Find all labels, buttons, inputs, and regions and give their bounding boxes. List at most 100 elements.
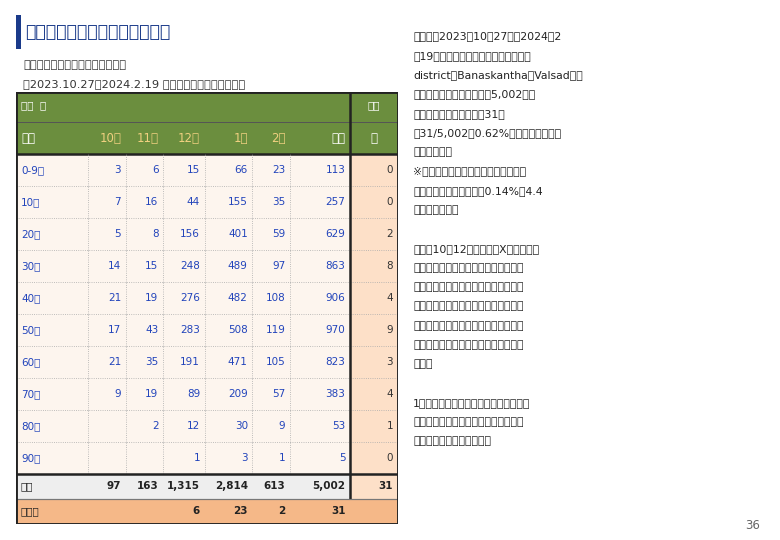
Bar [16, 499, 398, 524]
Text: 5: 5 [339, 453, 346, 463]
Text: 4: 4 [387, 389, 393, 399]
Text: 970: 970 [326, 325, 346, 335]
Text: 97: 97 [107, 481, 121, 491]
Text: 70代: 70代 [21, 389, 41, 399]
Bar [16, 314, 350, 346]
Bar [350, 314, 398, 346]
Bar [350, 442, 398, 474]
Text: 863: 863 [325, 261, 346, 271]
Bar [16, 250, 350, 282]
Text: ※この発見率はインドの結核有病率調: ※この発見率はインドの結核有病率調 [413, 166, 526, 177]
Text: 3: 3 [387, 357, 393, 367]
Text: 89: 89 [186, 389, 200, 399]
Bar [16, 346, 350, 378]
Text: 12月: 12月 [178, 132, 200, 145]
Bar [16, 218, 350, 250]
Bar [16, 92, 398, 122]
Text: らの抵抗が強く（結核と診断されたく: らの抵抗が強く（結核と診断されたく [413, 301, 523, 312]
Text: 倍に相当する。: 倍に相当する。 [413, 205, 459, 215]
Bar [16, 474, 350, 499]
Bar [16, 410, 350, 442]
Text: 19: 19 [145, 389, 158, 399]
Text: 2月: 2月 [271, 132, 285, 145]
Text: 19: 19 [145, 293, 158, 303]
Text: 1: 1 [387, 421, 393, 431]
Text: 383: 383 [325, 389, 346, 399]
Text: 数: 数 [370, 132, 378, 145]
Text: 5: 5 [115, 230, 121, 239]
Text: 108: 108 [265, 293, 285, 303]
Text: 1,315: 1,315 [167, 481, 200, 491]
Text: 9: 9 [387, 325, 393, 335]
Bar [16, 122, 398, 154]
Text: 17: 17 [108, 325, 121, 335]
Bar [350, 346, 398, 378]
Bar [350, 282, 398, 314]
Text: 508: 508 [228, 325, 248, 335]
Text: 156: 156 [180, 230, 200, 239]
Text: のみ喀痰採集を行ったが、受験者側か: のみ喀痰採集を行ったが、受験者側か [413, 282, 523, 292]
Text: 検診を実施した。結果、31名: 検診を実施した。結果、31名 [413, 109, 505, 119]
Text: 2: 2 [152, 421, 158, 431]
Text: 471: 471 [228, 357, 248, 367]
Text: 4: 4 [387, 293, 393, 303]
Text: 年代別／月ごとの検診者数一覧表: 年代別／月ごとの検診者数一覧表 [23, 60, 126, 70]
Text: ない）喀痰採取できないケースが相次: ない）喀痰採取できないケースが相次 [413, 321, 523, 331]
Text: 823: 823 [325, 357, 346, 367]
Bar [350, 474, 398, 499]
Text: 97: 97 [272, 261, 285, 271]
Text: district（BanaskanthaとValsad）に: district（BanaskanthaとValsad）に [413, 70, 583, 80]
Text: 57: 57 [272, 389, 285, 399]
Text: 16: 16 [145, 197, 158, 207]
Text: 人数  月: 人数 月 [21, 100, 47, 110]
Text: 2: 2 [278, 507, 285, 516]
Text: 629: 629 [325, 230, 346, 239]
Text: を診断した。: を診断した。 [413, 147, 452, 157]
Text: 43: 43 [145, 325, 158, 335]
Text: 35: 35 [145, 357, 158, 367]
Text: 5,002: 5,002 [313, 481, 346, 491]
Text: 0: 0 [387, 197, 393, 207]
Text: 613: 613 [264, 481, 285, 491]
Text: 44: 44 [186, 197, 200, 207]
Bar [16, 378, 350, 410]
Text: 36: 36 [746, 519, 760, 532]
Bar [350, 410, 398, 442]
Text: 105: 105 [265, 357, 285, 367]
Text: 59: 59 [272, 230, 285, 239]
Text: 21: 21 [108, 357, 121, 367]
Text: 11月: 11月 [136, 132, 158, 145]
Text: 全員から喀痰採取したため、陽性者数: 全員から喀痰採取したため、陽性者数 [413, 417, 523, 427]
Text: 40代: 40代 [21, 293, 41, 303]
Text: なお、10〜12月までは、X線画像読影: なお、10〜12月までは、X線画像読影 [413, 244, 539, 254]
Text: 31: 31 [379, 481, 393, 491]
Text: 今回事業で得られた検診データ: 今回事業で得られた検診データ [25, 23, 170, 40]
Text: 50代: 50代 [21, 325, 41, 335]
Bar [16, 154, 350, 186]
Text: 14: 14 [108, 261, 121, 271]
Text: 9: 9 [115, 389, 121, 399]
Text: 1: 1 [278, 453, 285, 463]
Text: 489: 489 [228, 261, 248, 271]
Text: 113: 113 [325, 165, 346, 176]
Bar [350, 186, 398, 218]
Text: 30: 30 [235, 421, 248, 431]
Text: 283: 283 [180, 325, 200, 335]
Text: 31: 31 [331, 507, 346, 516]
Text: 119: 119 [265, 325, 285, 335]
Text: の多数発見につながった。: の多数発見につながった。 [413, 436, 491, 447]
Text: 482: 482 [228, 293, 248, 303]
Text: 30代: 30代 [21, 261, 41, 271]
Text: 23: 23 [272, 165, 285, 176]
Text: 257: 257 [325, 197, 346, 207]
Text: 248: 248 [180, 261, 200, 271]
Text: まとめ：2023年10月27日〜2024年2: まとめ：2023年10月27日〜2024年2 [413, 31, 562, 42]
Text: 8: 8 [152, 230, 158, 239]
Bar [16, 15, 21, 50]
Text: 6: 6 [152, 165, 158, 176]
Bar [16, 186, 350, 218]
Text: 21: 21 [108, 293, 121, 303]
Text: 0-9歳: 0-9歳 [21, 165, 44, 176]
Text: 6: 6 [193, 507, 200, 516]
Text: 401: 401 [228, 230, 248, 239]
